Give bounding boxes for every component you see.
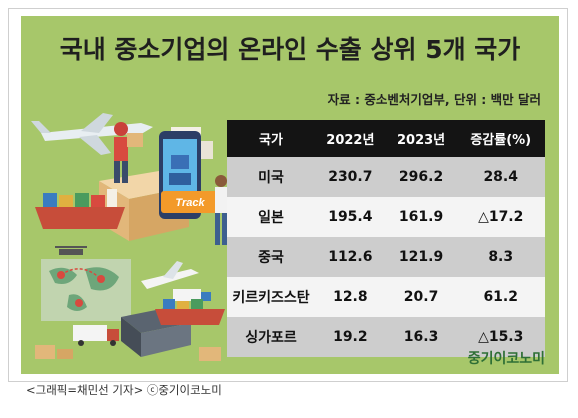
cell-2023: 20.7: [385, 277, 457, 317]
cargo-ship-lower-icon: [155, 299, 225, 325]
cargo-ship-icon: [35, 189, 125, 229]
truck-icon: [73, 289, 211, 346]
source-note: 자료 : 중소벤처기업부, 단위 : 백만 달러: [327, 92, 541, 107]
export-table: 국가 2022년 2023년 증감률(%) 미국 230.7 296.2 28.…: [227, 120, 545, 357]
cell-2022: 112.6: [315, 237, 386, 277]
chart-title: 국내 중소기업의 온라인 수출 상위 5개 국가: [59, 35, 521, 64]
cell-change: 28.4: [456, 157, 545, 197]
table-row: 미국 230.7 296.2 28.4: [227, 157, 545, 197]
cell-2023: 16.3: [385, 317, 457, 357]
cell-country: 싱가포르: [227, 317, 315, 357]
cell-2023: 296.2: [385, 157, 457, 197]
cell-2023: 161.9: [385, 197, 457, 237]
table-row: 일본 195.4 161.9 △17.2: [227, 197, 545, 237]
cell-2022: 19.2: [315, 317, 386, 357]
pallet-boxes-icon: [35, 345, 221, 361]
cell-change: 8.3: [456, 237, 545, 277]
cell-country: 미국: [227, 157, 315, 197]
export-illustration: Track: [31, 113, 227, 361]
cell-2022: 230.7: [315, 157, 386, 197]
cell-change: △17.2: [456, 197, 545, 237]
track-banner: Track: [161, 191, 219, 213]
world-map-icon: [41, 259, 131, 321]
track-label: Track: [175, 197, 205, 209]
drone-icon: [55, 246, 87, 255]
table-row: 키르키즈스탄 12.8 20.7 61.2: [227, 277, 545, 317]
cell-country: 일본: [227, 197, 315, 237]
image-caption: <그래픽=채민선 기자> ⓒ중기이코노미: [26, 383, 222, 397]
person-icon: [215, 175, 227, 245]
table-row: 싱가포르 19.2 16.3 △15.3: [227, 317, 545, 357]
column-header-2023: 2023년: [385, 120, 457, 157]
column-header-change: 증감률(%): [456, 120, 545, 157]
cell-2022: 195.4: [315, 197, 386, 237]
worker-icon: [114, 122, 143, 183]
brand-logo: 중기이코노미: [467, 351, 545, 367]
cell-2023: 121.9: [385, 237, 457, 277]
small-airplane-icon: [141, 261, 199, 289]
cell-2022: 12.8: [315, 277, 386, 317]
cell-change: △15.3: [456, 317, 545, 357]
infographic-panel: 국내 중소기업의 온라인 수출 상위 5개 국가 자료 : 중소벤처기업부, 단…: [21, 16, 559, 374]
column-header-country: 국가: [227, 120, 315, 157]
cell-country: 키르키즈스탄: [227, 277, 315, 317]
cell-change: 61.2: [456, 277, 545, 317]
table-header-row: 국가 2022년 2023년 증감률(%): [227, 120, 545, 157]
cell-country: 중국: [227, 237, 315, 277]
table-row: 중국 112.6 121.9 8.3: [227, 237, 545, 277]
column-header-2022: 2022년: [315, 120, 386, 157]
